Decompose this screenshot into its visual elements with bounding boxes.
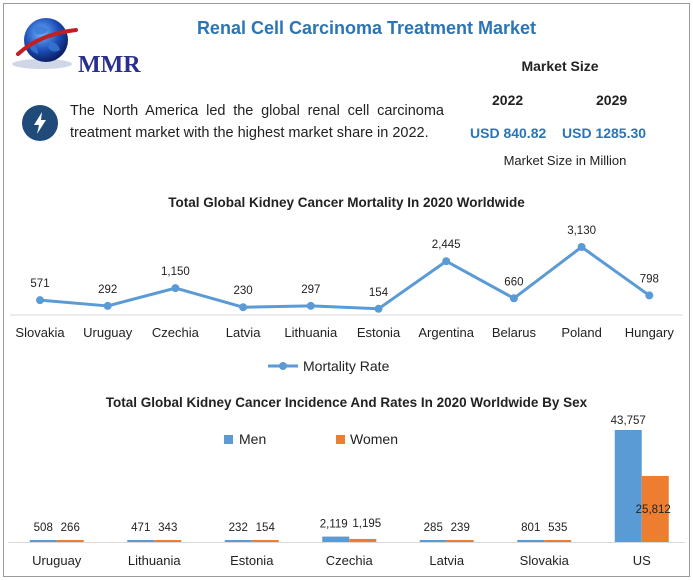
mortality-point bbox=[239, 303, 248, 312]
mortality-data-label: 3,130 bbox=[567, 225, 596, 237]
highlight-text: The North America led the global renal c… bbox=[70, 103, 444, 141]
market-size-value-2029: USD 1285.30 bbox=[562, 125, 647, 141]
mortality-data-label: 292 bbox=[98, 284, 117, 296]
page-title: Renal Cell Carcinoma Treatment Market bbox=[196, 18, 537, 38]
mortality-data-label: 660 bbox=[504, 276, 523, 288]
mortality-point bbox=[36, 296, 44, 305]
mortality-point bbox=[306, 301, 315, 310]
women-data-label: 154 bbox=[256, 522, 276, 534]
women-bar bbox=[154, 540, 182, 542]
infographic-frame bbox=[3, 3, 690, 577]
mortality-category-label: Poland bbox=[561, 325, 601, 340]
women-data-label: 25,812 bbox=[636, 504, 671, 516]
mortality-data-label: 571 bbox=[30, 278, 49, 290]
legend-men-label: Men bbox=[239, 431, 266, 447]
mortality-category-label: Estonia bbox=[357, 325, 401, 340]
market-size-title: Market Size bbox=[521, 58, 599, 74]
incidence-category-label: US bbox=[633, 553, 651, 568]
mortality-category-label: Argentina bbox=[418, 325, 474, 340]
men-data-label: 471 bbox=[131, 522, 150, 534]
women-bar bbox=[641, 475, 669, 542]
incidence-category-label: Slovakia bbox=[520, 553, 570, 568]
men-bar bbox=[322, 536, 350, 542]
men-bar bbox=[419, 540, 447, 542]
mortality-category-label: Slovakia bbox=[15, 325, 65, 340]
men-data-label: 2,119 bbox=[320, 519, 348, 531]
incidence-category-label: Czechia bbox=[326, 553, 374, 568]
mortality-category-label: Uruguay bbox=[83, 325, 133, 340]
market-size-year-2022: 2022 bbox=[492, 92, 524, 108]
men-data-label: 232 bbox=[229, 522, 248, 534]
lightning-bolt-icon bbox=[22, 105, 58, 141]
mortality-point bbox=[103, 301, 112, 310]
women-data-label: 1,195 bbox=[352, 518, 381, 530]
legend-men-swatch bbox=[224, 435, 233, 444]
mortality-line-chart: 571 Slovakia 292 Uruguay 1,150 Czechia 230 Latv… bbox=[10, 225, 683, 374]
incidence-category-label: Uruguay bbox=[32, 553, 82, 568]
mortality-point bbox=[374, 304, 383, 313]
women-bar bbox=[446, 540, 474, 542]
men-data-label: 508 bbox=[34, 522, 53, 534]
women-bar bbox=[251, 540, 279, 542]
legend-women-swatch bbox=[336, 435, 345, 444]
mortality-point bbox=[171, 284, 180, 293]
mortality-series-line bbox=[39, 245, 651, 311]
women-data-label: 239 bbox=[451, 522, 470, 534]
logo-text: MMR bbox=[78, 52, 141, 78]
mortality-point bbox=[645, 291, 654, 300]
mortality-data-label: 297 bbox=[301, 284, 320, 296]
women-bar bbox=[56, 540, 84, 542]
mortality-point bbox=[577, 243, 586, 251]
legend-women-label: Women bbox=[350, 431, 398, 447]
incidence-bar-chart: Men Women 508 266 Uruguay 471 343 Lithuania 232 1… bbox=[8, 415, 685, 568]
mortality-data-label: 798 bbox=[640, 273, 659, 285]
incidence-chart-title: Total Global Kidney Cancer Incidence And… bbox=[105, 395, 588, 410]
women-bar bbox=[349, 538, 377, 542]
legend-mortality-label: Mortality Rate bbox=[303, 358, 390, 374]
mortality-category-label: Belarus bbox=[492, 325, 537, 340]
mortality-data-label: 154 bbox=[369, 287, 389, 299]
legend-mortality-marker-icon bbox=[279, 362, 287, 370]
globe-logo-icon bbox=[12, 18, 78, 69]
mortality-point bbox=[509, 294, 518, 303]
women-data-label: 266 bbox=[61, 522, 80, 534]
men-data-label: 43,757 bbox=[611, 415, 646, 427]
men-bar bbox=[517, 539, 545, 542]
men-data-label: 285 bbox=[424, 522, 443, 534]
incidence-category-label: Lithuania bbox=[128, 553, 182, 568]
mortality-data-label: 1,150 bbox=[161, 266, 190, 278]
mortality-data-label: 230 bbox=[234, 285, 253, 297]
market-size-unit: Market Size in Million bbox=[503, 153, 627, 168]
women-data-label: 535 bbox=[548, 522, 567, 534]
mortality-category-label: Latvia bbox=[226, 325, 261, 340]
men-bar bbox=[29, 540, 57, 542]
mortality-data-label: 2,445 bbox=[432, 239, 461, 251]
men-bar bbox=[224, 540, 252, 542]
men-bar bbox=[127, 540, 155, 542]
women-bar bbox=[544, 540, 572, 542]
mortality-category-label: Czechia bbox=[152, 325, 200, 340]
mortality-category-label: Lithuania bbox=[284, 325, 338, 340]
logo: MMR bbox=[10, 14, 141, 78]
women-data-label: 343 bbox=[158, 522, 177, 534]
incidence-category-label: Latvia bbox=[429, 553, 464, 568]
incidence-category-label: Estonia bbox=[230, 553, 274, 568]
men-data-label: 801 bbox=[521, 522, 540, 534]
men-bar bbox=[614, 430, 642, 542]
mortality-point bbox=[442, 257, 451, 266]
mortality-chart-title: Total Global Kidney Cancer Mortality In … bbox=[168, 195, 525, 210]
mortality-category-label: Hungary bbox=[625, 325, 675, 340]
market-size-year-2029: 2029 bbox=[596, 92, 628, 108]
market-size-value-2022: USD 840.82 bbox=[470, 125, 547, 141]
